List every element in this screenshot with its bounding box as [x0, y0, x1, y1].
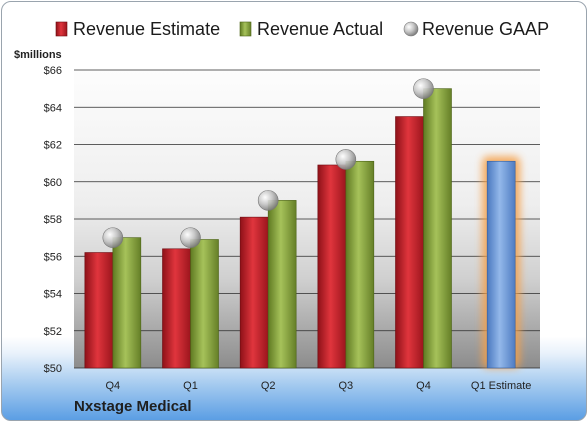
y-tick-label: $58	[44, 214, 62, 226]
y-tick-label: $52	[44, 326, 62, 338]
y-tick-label: $64	[44, 102, 62, 114]
y-axis-label: $millions	[14, 49, 62, 61]
gaap-markers	[102, 78, 434, 248]
x-tick-label: Q2	[261, 380, 276, 392]
revenue-estimate-bar	[317, 164, 347, 369]
revenue-estimate-bar	[84, 252, 114, 369]
y-tick-label: $56	[44, 251, 62, 263]
x-tick-label: Q3	[338, 380, 353, 392]
revenue-gaap-marker	[102, 227, 124, 248]
revenue-actual-bar	[112, 237, 142, 369]
legend-swatch	[55, 21, 68, 37]
revenue-gaap-marker	[335, 149, 357, 170]
x-tick-label: Q4	[105, 380, 120, 392]
revenue-estimate-bar	[162, 248, 191, 369]
company-name: Nxstage Medical	[74, 398, 192, 415]
revenue-gaap-marker	[413, 78, 434, 99]
q1-estimate-bar	[486, 160, 516, 369]
revenue-actual-bar	[267, 200, 297, 369]
revenue-estimate-bar	[395, 116, 424, 369]
y-tick-label: $50	[44, 363, 62, 375]
legend-label: Revenue GAAP	[422, 19, 549, 39]
y-tick-label: $66	[44, 65, 62, 77]
bars	[84, 88, 521, 369]
x-tick-label: Q1	[183, 380, 198, 392]
legend-label: Revenue Estimate	[73, 19, 220, 39]
y-tick-label: $60	[44, 177, 62, 189]
y-tick-label: $62	[44, 140, 62, 152]
legend-swatch	[403, 21, 419, 37]
legend-label: Revenue Actual	[257, 19, 383, 39]
x-axis: Q4 Q1 Q2 Q3 Q4 Q1 Estimate	[105, 380, 531, 392]
revenue-gaap-marker	[180, 227, 201, 248]
revenue-actual-bar	[345, 160, 375, 369]
revenue-actual-bar	[190, 239, 219, 369]
x-tick-label: Q1 Estimate	[471, 380, 532, 392]
y-axis: $50 $52 $54 $56 $58 $60 $62 $64 $66	[44, 65, 62, 375]
revenue-gaap-marker	[257, 190, 279, 211]
revenue-actual-bar	[423, 88, 452, 369]
y-tick-label: $54	[44, 289, 62, 301]
x-tick-label: Q4	[416, 380, 431, 392]
revenue-estimate-bar	[239, 216, 269, 369]
grid-lines	[74, 69, 540, 369]
legend: Revenue Estimate Revenue Actual Revenue GA…	[55, 19, 549, 39]
legend-swatch	[239, 21, 252, 37]
